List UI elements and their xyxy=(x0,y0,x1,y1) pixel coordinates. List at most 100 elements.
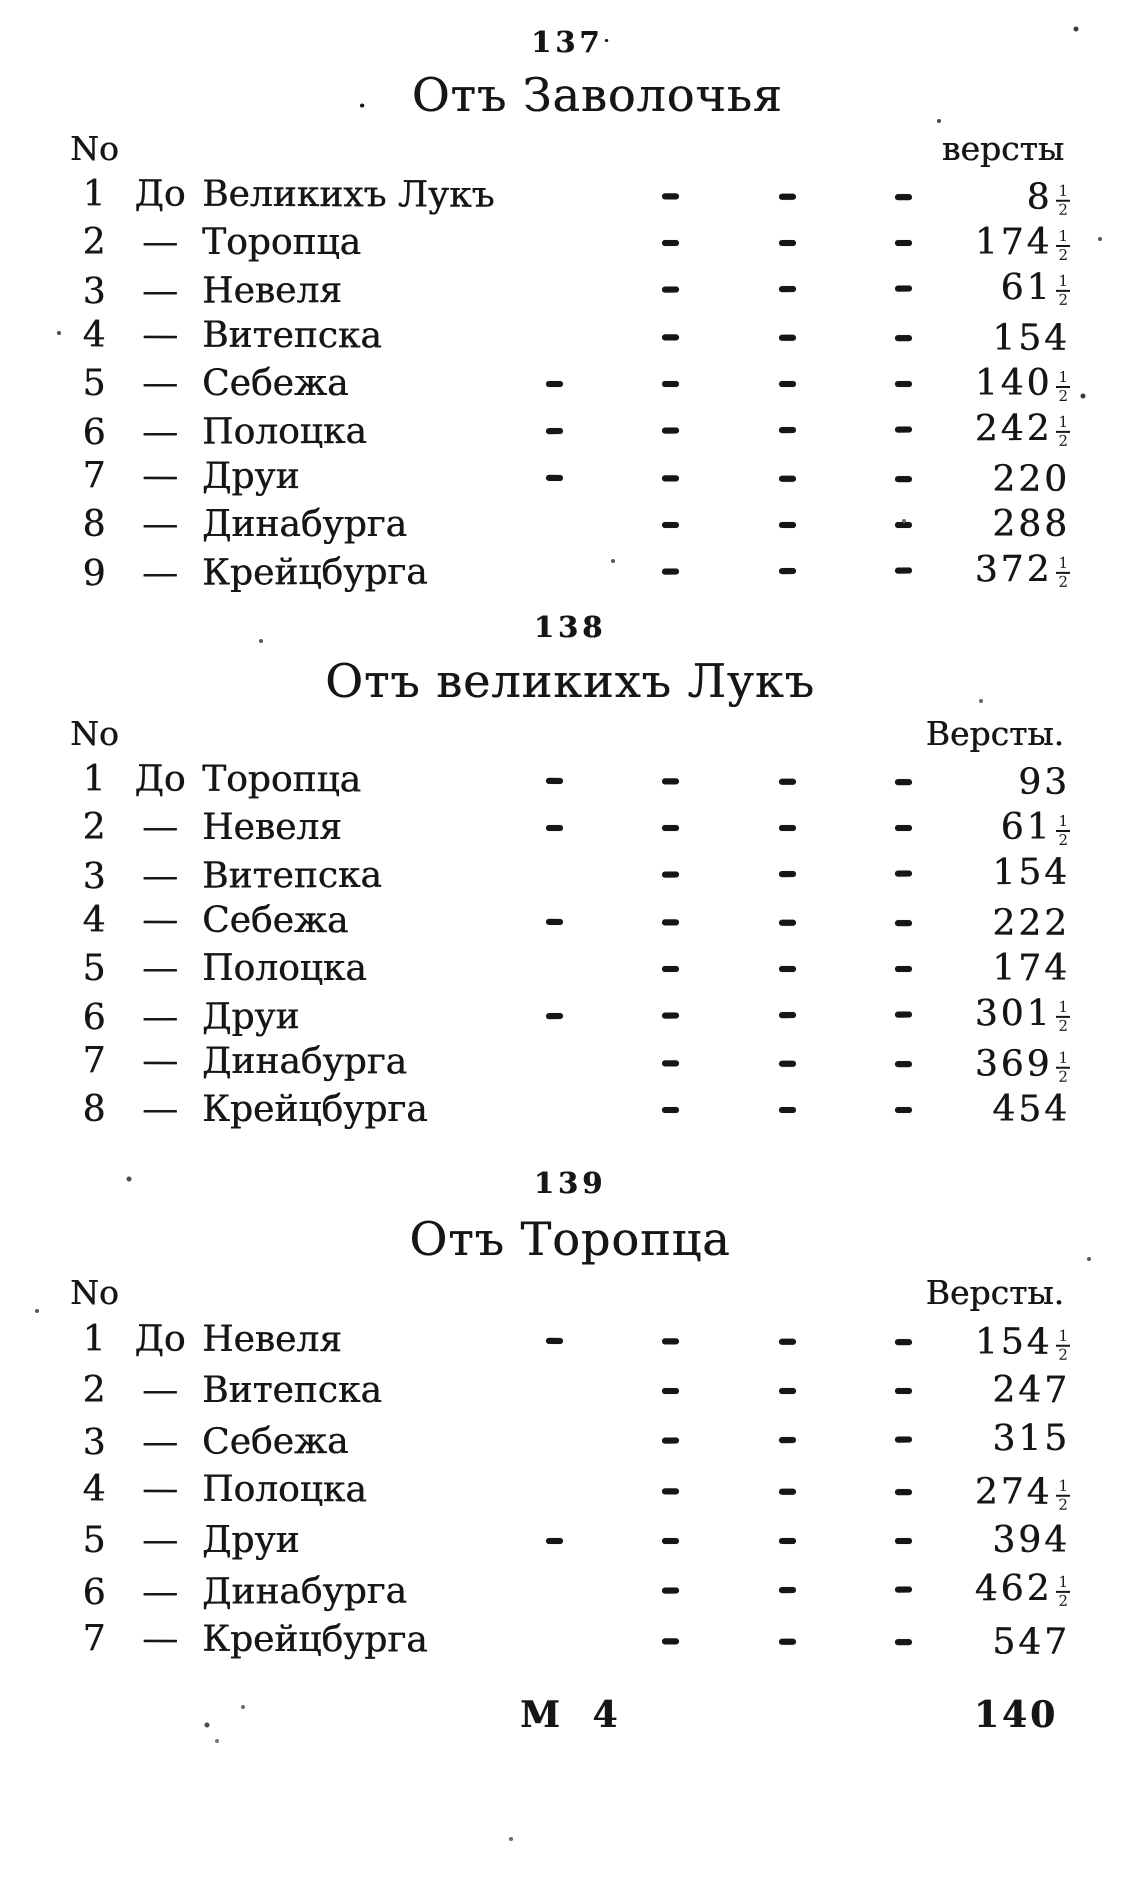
table-row: 7 — Динабурга 369 1 2 xyxy=(70,1038,1071,1088)
leader-dash xyxy=(778,334,796,341)
distance-value: 174 xyxy=(940,950,1070,987)
leader-dash xyxy=(778,1586,796,1593)
leader-dash xyxy=(662,1437,680,1444)
fraction-numerator: 1 xyxy=(1056,412,1071,433)
column-header-versts: версты xyxy=(941,129,1064,169)
leader-dashes xyxy=(542,1637,940,1645)
distance-value: 247 xyxy=(940,1372,1070,1409)
row-prefix: До xyxy=(134,1317,186,1360)
distance-value: 154 xyxy=(940,852,1070,893)
leader-dashes xyxy=(542,1106,940,1113)
leader-dashes xyxy=(542,474,940,482)
fraction-numerator: 1 xyxy=(1056,226,1070,247)
distance-table-section: 139 Отъ Торопца No Версты. 1 До Невеля 1… xyxy=(70,1167,1070,1665)
column-header-no: No xyxy=(70,1272,119,1312)
distance-whole: 220 xyxy=(992,458,1071,500)
section-title: . Отъ Заволочья xyxy=(70,69,1070,122)
destination-name: Крейцбурга xyxy=(202,1088,428,1130)
rows: 1 До Невеля 154 1 2 2 — Витепска 247 3 —… xyxy=(70,1316,1070,1666)
row-number: 7 xyxy=(82,454,106,497)
fraction-numerator: 1 xyxy=(1056,181,1071,202)
leader-dashes xyxy=(542,870,940,878)
table-row: 3 — Невеля 61 1 2 xyxy=(70,264,1071,315)
row-prefix: — xyxy=(141,314,179,356)
distance-value: 61 1 2 xyxy=(940,809,1070,847)
leader-dash xyxy=(662,965,680,972)
row-number: 9 xyxy=(82,552,106,594)
table-row: 7 — Друи 220 xyxy=(70,452,1070,502)
fraction-denominator: 2 xyxy=(1058,386,1068,405)
leader-dash xyxy=(778,380,796,387)
distance-value: 301 1 2 xyxy=(940,992,1071,1035)
table-header: No версты xyxy=(70,130,1070,168)
leader-dashes xyxy=(542,1436,940,1444)
leader-dash xyxy=(894,1436,912,1443)
distance-fraction: 1 2 xyxy=(1056,1476,1071,1514)
row-number: 6 xyxy=(82,1571,106,1613)
leader-dash xyxy=(662,1487,680,1494)
leader-dash xyxy=(778,1338,796,1345)
leader-dash xyxy=(894,426,912,433)
leader-dash xyxy=(778,1387,796,1394)
distance-whole: 301 xyxy=(974,992,1053,1035)
distance-whole: 222 xyxy=(992,902,1071,944)
leader-dash xyxy=(894,1011,912,1018)
leader-dash xyxy=(662,1012,680,1019)
destination-name: Друи xyxy=(202,1519,300,1561)
distance-whole: 93 xyxy=(1018,761,1071,803)
distance-value: 288 xyxy=(940,506,1070,543)
distance-value: 220 xyxy=(940,458,1071,500)
distance-value: 154 1 2 xyxy=(940,1321,1071,1363)
table-row: 3 — Себежа 315 xyxy=(70,1413,1070,1467)
leader-dashes xyxy=(542,285,940,293)
table-row: 1 До Великихъ Лукъ 8 1 2 xyxy=(70,170,1071,220)
leader-dash xyxy=(545,427,564,434)
scan-noise xyxy=(0,0,2,2)
distance-value: 274 1 2 xyxy=(940,1471,1071,1514)
row-number: 5 xyxy=(82,362,106,404)
destination-name: Витепска xyxy=(201,314,382,357)
rows: 1 До Великихъ Лукъ 8 1 2 2 — Торопца 174… xyxy=(70,172,1070,595)
distance-fraction: 1 2 xyxy=(1056,181,1071,218)
fraction-denominator: 2 xyxy=(1058,1067,1068,1086)
leader-dash xyxy=(778,1060,796,1067)
destination-name: Торопца xyxy=(201,758,362,801)
row-prefix: — xyxy=(141,1571,179,1613)
distance-whole: 454 xyxy=(992,1088,1070,1130)
distance-fraction: 1 2 xyxy=(1056,1572,1071,1609)
distance-table-section: 138 Отъ великихъ Лукъ No Версты. 1 До То… xyxy=(70,610,1071,1133)
row-prefix: — xyxy=(141,899,179,941)
next-section-number: 140 xyxy=(973,1693,1058,1736)
leader-dash xyxy=(894,521,912,528)
section-number-mark: · xyxy=(603,31,610,50)
leader-dash xyxy=(778,1488,796,1495)
leader-dash xyxy=(662,824,680,831)
distance-value: 462 1 2 xyxy=(940,1567,1071,1609)
sections: 137· . Отъ Заволочья No версты 1 До Велик… xyxy=(70,25,1071,1666)
fraction-numerator: 1 xyxy=(1056,1326,1071,1347)
leader-dash xyxy=(894,380,912,387)
table-row: 5 — Друи 394 xyxy=(70,1516,1070,1566)
row-prefix: — xyxy=(141,270,179,312)
section-number: 138 xyxy=(70,610,1070,644)
leader-dashes xyxy=(542,965,940,972)
leader-dash xyxy=(545,1012,564,1019)
leader-dash xyxy=(778,824,796,831)
leader-dash xyxy=(894,1537,912,1544)
leader-dash xyxy=(662,871,680,878)
distance-value: 140 1 2 xyxy=(940,365,1070,405)
distance-table-section: 137· . Отъ Заволочья No версты 1 До Велик… xyxy=(70,25,1070,595)
section-title-text: Отъ великихъ Лукъ xyxy=(325,653,815,708)
destination-name: Крейцбурга xyxy=(201,551,428,594)
fraction-numerator: 1 xyxy=(1056,1049,1071,1069)
leader-dash xyxy=(662,568,680,575)
row-number: 8 xyxy=(82,1088,106,1130)
distance-value: 222 xyxy=(940,902,1071,944)
leader-dash xyxy=(894,1488,912,1495)
fraction-denominator: 2 xyxy=(1058,1495,1068,1514)
row-number: 6 xyxy=(82,411,106,453)
leader-dashes xyxy=(542,1387,940,1394)
section-number-text: 139 xyxy=(533,1166,607,1201)
section-title-text: Отъ Торопца xyxy=(409,1211,731,1266)
leader-dash xyxy=(662,919,680,926)
